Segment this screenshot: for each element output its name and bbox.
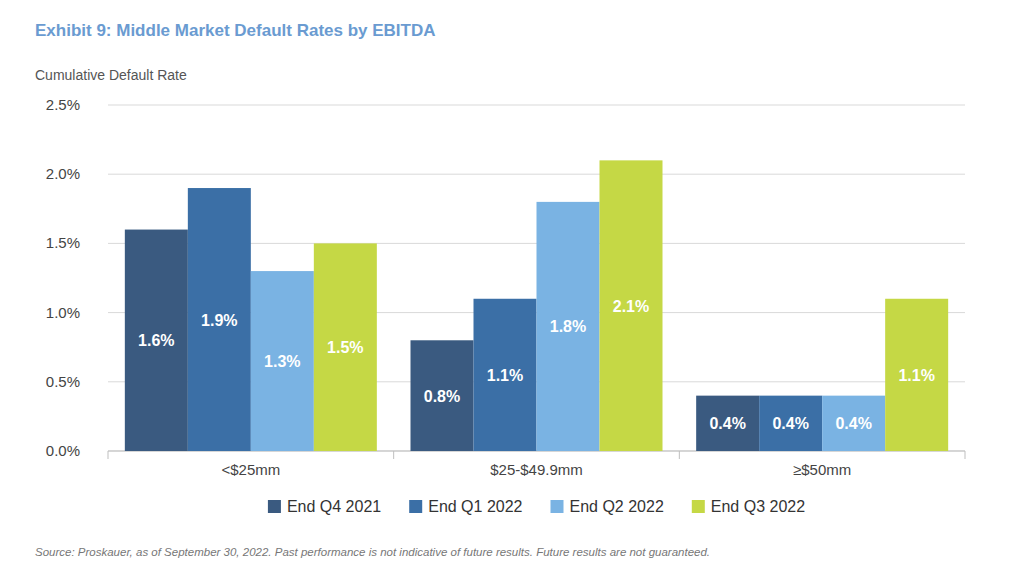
data-label: 1.8% bbox=[550, 318, 586, 335]
category-separator bbox=[679, 451, 680, 459]
grid-line bbox=[108, 174, 965, 175]
y-tick-label: 2.0% bbox=[46, 165, 80, 182]
category-separator bbox=[393, 451, 394, 459]
source-note: Source: Proskauer, as of September 30, 2… bbox=[35, 546, 710, 558]
bars bbox=[125, 160, 948, 451]
category-separator bbox=[108, 451, 109, 459]
bar bbox=[537, 202, 600, 451]
bar bbox=[822, 396, 885, 451]
bar bbox=[600, 160, 663, 451]
data-label: 1.1% bbox=[898, 367, 934, 384]
data-label: 0.4% bbox=[709, 415, 745, 432]
data-label: 1.1% bbox=[487, 367, 523, 384]
grid-line bbox=[108, 105, 965, 106]
legend-swatch bbox=[268, 500, 281, 513]
legend-swatch bbox=[551, 500, 564, 513]
bar bbox=[125, 230, 188, 451]
y-tick-label: 0.0% bbox=[46, 442, 80, 459]
bar bbox=[759, 396, 822, 451]
legend: End Q4 2021 End Q1 2022 End Q2 2022 End Q3 … bbox=[268, 498, 805, 515]
title: Exhibit 9: Middle Market Default Rates b… bbox=[35, 21, 436, 40]
legend-swatch bbox=[692, 500, 705, 513]
data-labels: 1.6% 1.9% 1.3% 1.5% 0.8% 1.1% 1.8% 2.1% 0.4% 0.4%… bbox=[138, 298, 935, 433]
bar bbox=[411, 340, 474, 451]
bar bbox=[251, 271, 314, 451]
data-label: 0.8% bbox=[424, 388, 460, 405]
bar bbox=[188, 188, 251, 451]
y-tick-label: 1.5% bbox=[46, 234, 80, 251]
data-label: 1.5% bbox=[327, 339, 363, 356]
data-label: 2.1% bbox=[613, 298, 649, 315]
data-label: 1.6% bbox=[138, 332, 174, 349]
y-tick-label: 2.5% bbox=[46, 96, 80, 113]
y-tick-label: 0.5% bbox=[46, 373, 80, 390]
chart: Exhibit 9: Middle Market Default Rates b… bbox=[0, 0, 1024, 580]
bar bbox=[885, 299, 948, 451]
y-tick-label: 1.0% bbox=[46, 304, 80, 321]
x-tick-label: ≥$50mm bbox=[793, 461, 851, 478]
category-separator bbox=[965, 451, 966, 459]
x-tick-label: $25-$49.9mm bbox=[490, 461, 583, 478]
legend-label: End Q2 2022 bbox=[570, 498, 664, 515]
legend-label: End Q4 2021 bbox=[287, 498, 381, 515]
y-axis-label: Cumulative Default Rate bbox=[35, 67, 187, 83]
data-label: 0.4% bbox=[835, 415, 871, 432]
x-tick-label: <$25mm bbox=[221, 461, 280, 478]
data-label: 1.3% bbox=[264, 353, 300, 370]
data-label: 0.4% bbox=[772, 415, 808, 432]
bar bbox=[696, 396, 759, 451]
legend-swatch bbox=[409, 500, 422, 513]
data-label: 1.9% bbox=[201, 312, 237, 329]
legend-label: End Q3 2022 bbox=[711, 498, 805, 515]
legend-label: End Q1 2022 bbox=[428, 498, 522, 515]
bar bbox=[314, 243, 377, 451]
bar bbox=[474, 299, 537, 451]
